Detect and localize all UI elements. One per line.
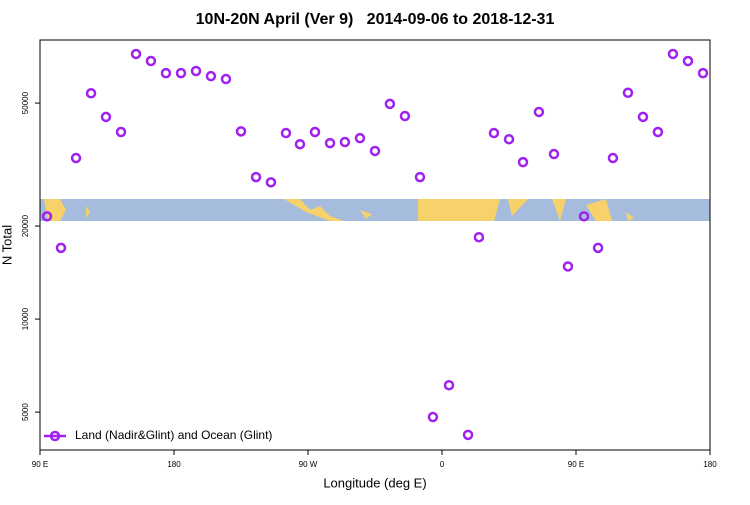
point — [220, 73, 232, 85]
x-tick-label: 180 — [703, 460, 717, 469]
point — [160, 67, 172, 79]
point — [517, 156, 529, 168]
point — [265, 177, 277, 188]
point — [250, 171, 262, 183]
point — [578, 211, 590, 222]
point — [533, 106, 545, 118]
legend-label: Land (Nadir&Glint) and Ocean (Glint) — [75, 428, 272, 442]
point — [309, 126, 321, 138]
point — [488, 127, 500, 139]
point — [503, 133, 515, 145]
point — [592, 242, 604, 254]
point — [622, 87, 634, 98]
point — [652, 126, 664, 138]
point — [697, 67, 709, 79]
point — [562, 261, 574, 272]
point — [41, 211, 53, 222]
point — [294, 138, 306, 150]
plot-frame — [39, 39, 711, 451]
point — [70, 152, 82, 164]
point — [443, 379, 455, 391]
y-tick-label: 10000 — [21, 307, 30, 330]
point — [280, 127, 292, 139]
point — [205, 70, 217, 82]
y-tick-label: 50000 — [21, 91, 30, 114]
point — [130, 48, 142, 60]
chart-title: 10N-20N April (Ver 9) 2014-09-06 to 2018… — [196, 11, 555, 28]
point — [399, 110, 411, 122]
point — [462, 429, 474, 441]
point — [55, 242, 67, 254]
x-tick-label: 180 — [167, 460, 181, 469]
x-tick-label: 90 W — [299, 460, 318, 469]
point — [100, 111, 112, 123]
point — [175, 67, 187, 79]
point — [607, 152, 619, 164]
legend-marker — [49, 430, 61, 442]
point — [85, 87, 97, 99]
map-strip — [40, 199, 710, 221]
y-tick-label: 20000 — [21, 214, 30, 237]
x-axis-label: Longitude (deg E) — [323, 475, 426, 490]
point — [637, 111, 649, 123]
y-tick-label: 5000 — [21, 403, 30, 421]
point — [190, 65, 202, 77]
x-tick-label: 0 — [440, 460, 445, 469]
point — [235, 126, 247, 137]
y-axis-label: N Total — [0, 225, 14, 265]
point — [427, 411, 439, 423]
point — [354, 132, 366, 144]
point — [667, 48, 679, 60]
x-tick-label: 90 E — [32, 460, 48, 469]
point — [339, 136, 351, 148]
point — [682, 55, 694, 67]
point — [473, 231, 485, 243]
point — [384, 98, 396, 110]
x-tick-label: 90 E — [568, 460, 584, 469]
point — [548, 148, 560, 160]
point — [115, 126, 127, 138]
point — [324, 137, 336, 149]
point — [414, 171, 426, 183]
point — [145, 55, 157, 67]
point — [369, 145, 381, 157]
